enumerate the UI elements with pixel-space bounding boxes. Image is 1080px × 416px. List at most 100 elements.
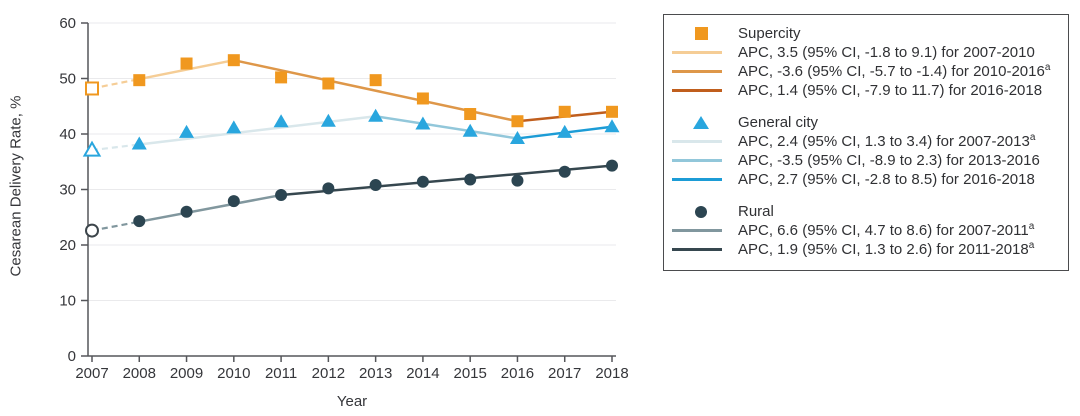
apc-trend-line [139, 58, 235, 81]
legend-apc-label: APC, 1.4 (95% CI, -7.9 to 11.7) for 2016… [738, 82, 1043, 99]
apc-trend-line-dashed [91, 220, 140, 232]
y-tick-label: 40 [59, 126, 76, 143]
legend-apc-row: APC, 3.5 (95% CI, -1.8 to 9.1) for 2007-… [672, 43, 1058, 62]
y-tick-label: 0 [68, 348, 76, 365]
triangle-marker-icon [693, 116, 709, 129]
apc-line-swatch [672, 51, 722, 54]
legend-apc-label: APC, 2.4 (95% CI, 1.3 to 3.4) for 2007-2… [738, 132, 1036, 151]
x-tick-label: 2008 [123, 365, 156, 382]
data-point-square [464, 108, 477, 121]
data-point-circle [275, 189, 288, 202]
legend-group-general-city: General city APC, 2.4 (95% CI, 1.3 to 3.4… [672, 113, 1058, 189]
data-point-square [511, 115, 524, 128]
legend-apc-label: APC, -3.6 (95% CI, -5.7 to -1.4) for 201… [738, 62, 1051, 81]
footnote-marker: a [1029, 132, 1036, 143]
data-point-circle [322, 182, 335, 195]
legend-apc-label: APC, 3.5 (95% CI, -1.8 to 9.1) for 2007-… [738, 44, 1035, 61]
legend-header-supercity: Supercity [672, 24, 1058, 43]
legend-apc-row: APC, 1.4 (95% CI, -7.9 to 11.7) for 2016… [672, 81, 1058, 100]
data-point-triangle [415, 116, 431, 130]
legend-apc-label: APC, -3.5 (95% CI, -8.9 to 2.3) for 2013… [738, 152, 1040, 169]
legend-series-name: General city [738, 114, 819, 131]
data-point-triangle [604, 119, 620, 133]
legend-apc-label: APC, 6.6 (95% CI, 4.7 to 8.6) for 2007-2… [738, 221, 1035, 240]
y-tick-label: 50 [59, 71, 76, 88]
legend-group-rural: Rural APC, 6.6 (95% CI, 4.7 to 8.6) for 2… [672, 202, 1058, 259]
y-tick-label: 10 [59, 293, 76, 310]
legend-header-rural: Rural [672, 202, 1058, 221]
data-point-circle [606, 159, 618, 172]
legend-apc-row: APC, -3.5 (95% CI, -8.9 to 2.3) for 2013… [672, 151, 1058, 170]
apc-trend-line [375, 115, 518, 140]
y-tick-label: 30 [59, 182, 76, 199]
data-point-circle [558, 165, 571, 178]
data-point-square [558, 105, 571, 118]
apc-trend-line-dashed [91, 143, 140, 152]
data-point-triangle [462, 123, 478, 137]
data-point-triangle [273, 114, 289, 128]
x-tick-label: 2015 [453, 365, 486, 382]
legend-apc-row: APC, 6.6 (95% CI, 4.7 to 8.6) for 2007-2… [672, 221, 1058, 240]
data-point-triangle [509, 130, 525, 144]
footnote-marker: a [1028, 221, 1035, 232]
apc-line-swatch [672, 178, 722, 181]
apc-trend-line [139, 114, 376, 146]
x-tick-label: 2009 [170, 365, 203, 382]
y-tick-label: 20 [59, 237, 76, 254]
data-point-circle [511, 174, 524, 187]
data-point-square [133, 74, 146, 87]
x-tick-label: 2012 [312, 365, 345, 382]
x-tick-label: 2018 [595, 365, 628, 382]
x-tick-label: 2010 [217, 365, 250, 382]
legend-apc-row: APC, 1.9 (95% CI, 1.3 to 2.6) for 2011-2… [672, 240, 1058, 259]
data-point-square [180, 57, 193, 70]
apc-trend-line [139, 193, 282, 223]
apc-line-swatch [672, 248, 722, 251]
legend-series-name: Rural [738, 203, 774, 220]
square-marker-icon [694, 27, 708, 40]
footnote-marker: a [1028, 240, 1035, 251]
apc-trend-line [280, 164, 613, 197]
data-point-triangle [82, 140, 102, 157]
data-point-circle [227, 195, 240, 208]
data-point-square [322, 77, 335, 90]
data-point-triangle [131, 136, 147, 150]
apc-trend-line-dashed [91, 77, 140, 90]
data-point-circle [133, 215, 146, 228]
legend-apc-label: APC, 1.9 (95% CI, 1.3 to 2.6) for 2011-2… [738, 240, 1035, 259]
data-point-triangle [226, 120, 242, 134]
x-tick-label: 2013 [359, 365, 392, 382]
x-tick-label: 2017 [548, 365, 581, 382]
data-point-circle [369, 179, 382, 192]
x-axis-title: Year [336, 393, 368, 410]
legend-apc-row: APC, 2.4 (95% CI, 1.3 to 3.4) for 2007-2… [672, 132, 1058, 151]
data-point-square [227, 54, 240, 67]
data-point-circle [180, 205, 193, 218]
apc-line-swatch [672, 89, 722, 92]
apc-line-swatch [672, 70, 722, 73]
x-tick-label: 2011 [265, 365, 297, 382]
data-point-triangle [368, 108, 384, 122]
data-point-square [369, 74, 382, 87]
data-point-circle [85, 223, 99, 238]
data-point-circle [416, 175, 429, 188]
legend-series-name: Supercity [738, 25, 801, 42]
data-point-triangle [179, 124, 195, 138]
y-tick-label: 60 [59, 15, 76, 32]
data-point-triangle [557, 124, 573, 138]
x-tick-label: 2016 [501, 365, 534, 382]
chart-canvas: 0 10 20 30 40 50 60 2007 2008 2009 2010 2011 2012 201… [59, 15, 628, 382]
x-tick-label: 2007 [75, 365, 108, 382]
data-point-square [606, 105, 618, 118]
apc-line-swatch [672, 140, 722, 143]
data-point-square [275, 71, 288, 84]
data-point-triangle [320, 113, 336, 127]
data-point-circle [464, 173, 477, 186]
legend-header-general-city: General city [672, 113, 1058, 132]
legend-group-supercity: Supercity APC, 3.5 (95% CI, -1.8 to 9.1) … [672, 24, 1058, 100]
legend-box: Supercity APC, 3.5 (95% CI, -1.8 to 9.1) … [663, 14, 1069, 271]
legend-apc-label: APC, 2.7 (95% CI, -2.8 to 8.5) for 2016-… [738, 171, 1035, 188]
circle-marker-icon [695, 205, 707, 218]
apc-line-swatch [672, 229, 722, 232]
